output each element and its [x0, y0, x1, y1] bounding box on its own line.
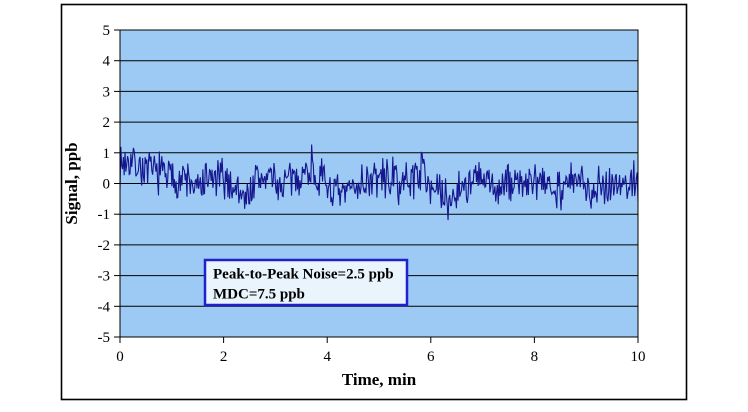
y-tick-label: -2: [98, 238, 111, 254]
y-tick-label: -4: [98, 299, 111, 315]
y-tick-label: 5: [103, 23, 111, 39]
annotation-line-2: MDC=7.5 ppb: [213, 287, 305, 303]
signal-trace-line: [119, 144, 639, 221]
y-axis-tick-labels: 5 4 3 2 1 0 -1 -2 -3 -4 -5: [98, 23, 111, 346]
y-tick-label: 3: [103, 84, 111, 100]
x-tick-label: 0: [116, 349, 124, 365]
y-tick-label: 4: [103, 54, 111, 70]
x-axis-tick-labels: 0 2 4 6 8 10: [116, 349, 645, 365]
y-axis-ticks: [114, 29, 120, 338]
x-axis-title: Time, min: [342, 370, 417, 389]
x-tick-label: 4: [323, 349, 331, 365]
x-tick-label: 2: [220, 349, 228, 365]
annotation-line-1: Peak-to-Peak Noise=2.5 ppb: [213, 267, 394, 283]
x-tick-label: 8: [531, 349, 539, 365]
x-tick-label: 6: [427, 349, 435, 365]
y-tick-label: 0: [103, 177, 111, 193]
y-tick-label: -1: [98, 207, 111, 223]
y-tick-label: 1: [103, 146, 111, 162]
y-axis-title: Signal, ppb: [62, 142, 81, 224]
y-tick-label: 2: [103, 115, 111, 131]
annotation-rect: [203, 258, 409, 307]
y-tick-label: -5: [98, 330, 111, 346]
y-tick-label: -3: [98, 269, 111, 285]
annotation-box: Peak-to-Peak Noise=2.5 ppb MDC=7.5 ppb: [203, 258, 409, 307]
x-tick-label: 10: [631, 349, 646, 365]
gridlines: [120, 60, 638, 307]
x-axis-ticks: [119, 337, 639, 343]
